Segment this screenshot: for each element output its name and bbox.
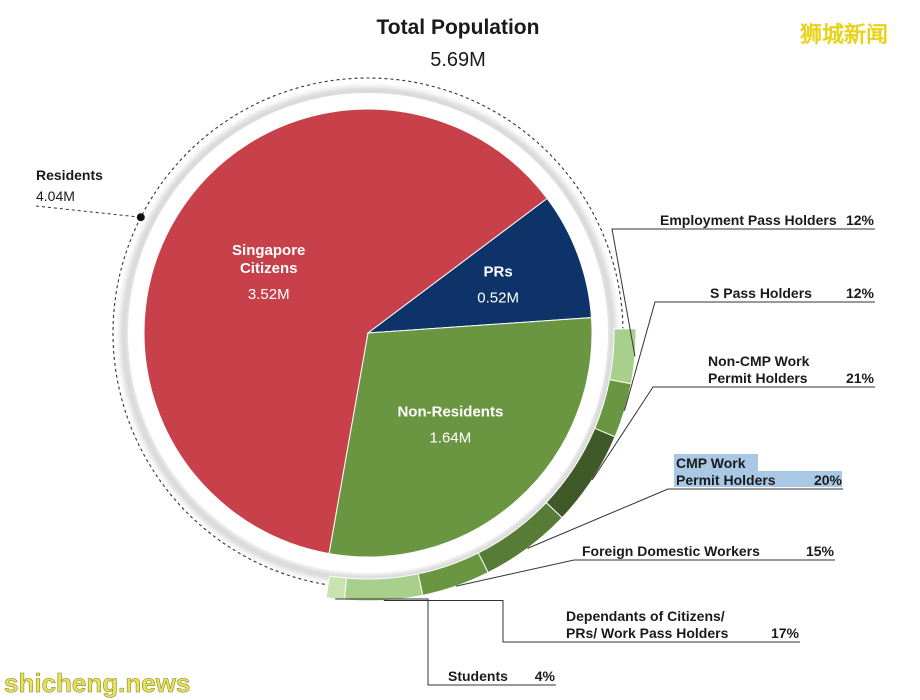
breakdown-percent: 4%: [535, 668, 556, 684]
chart-subtitle: 5.69M: [430, 49, 486, 71]
breakdown-percent: 17%: [771, 625, 800, 641]
breakdown-label: Students: [448, 668, 508, 684]
watermark-bottom-left: shicheng.news: [4, 668, 190, 698]
leader-line: [383, 600, 800, 643]
leader-line: [591, 386, 875, 481]
residents-leader-line: [35, 205, 141, 218]
slice-label: PRs: [484, 264, 513, 281]
breakdown-percent: 20%: [814, 472, 843, 488]
breakdown-label: S Pass Holders: [710, 285, 812, 301]
breakdown-label: CMP Work: [676, 455, 746, 471]
breakdown-label: PRs/ Work Pass Holders: [566, 625, 729, 641]
breakdown-label: Dependants of Citizens/: [566, 608, 725, 624]
breakdown-percent: 12%: [846, 212, 875, 228]
leader-line: [456, 559, 835, 587]
residents-value: 4.04M: [36, 188, 75, 204]
chart-title: Total Population: [377, 16, 540, 39]
residents-label: Residents: [36, 167, 103, 183]
pie-slice-singapore-citizens: [143, 108, 548, 555]
slice-value: 3.52M: [248, 286, 290, 303]
leader-line: [623, 301, 875, 411]
highlight-bg: [674, 471, 842, 487]
breakdown-label: Employment Pass Holders: [660, 212, 837, 228]
breakdown-percent: 12%: [846, 285, 875, 301]
breakdown-segment: [325, 575, 347, 601]
pie-slice-prs: [366, 197, 593, 334]
slice-label: Non-Residents: [397, 404, 503, 421]
breakdown-label: Permit Holders: [708, 370, 808, 386]
slice-label: Singapore: [232, 242, 305, 259]
leader-line: [527, 488, 843, 549]
slice-value: 0.52M: [477, 290, 519, 307]
residents-dot: [136, 213, 145, 222]
leader-line: [611, 228, 875, 357]
watermark-top-right: 狮城新闻: [800, 22, 888, 47]
leader-line: [335, 598, 556, 686]
breakdown-label: Permit Holders: [676, 472, 776, 488]
pie-slice-non-residents: [328, 317, 593, 558]
breakdown-percent: 15%: [806, 543, 835, 559]
slice-label: Citizens: [240, 260, 298, 277]
breakdown-label: Foreign Domestic Workers: [582, 543, 760, 559]
highlight-bg: [674, 454, 758, 471]
breakdown-label: Non-CMP Work: [708, 353, 810, 369]
breakdown-segment: [608, 328, 637, 385]
breakdown-percent: 21%: [846, 370, 875, 386]
slice-value: 1.64M: [430, 430, 472, 447]
